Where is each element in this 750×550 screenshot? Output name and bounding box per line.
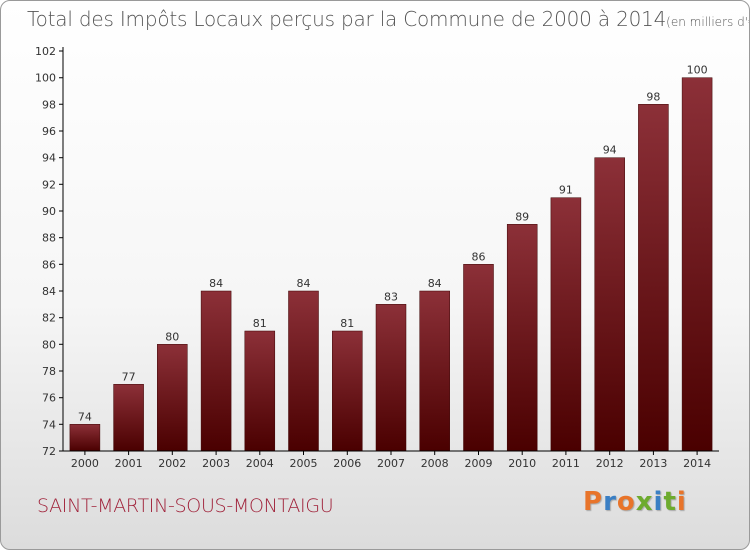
data-label-2014: 100: [687, 64, 708, 77]
data-label-2008: 84: [428, 277, 442, 290]
bar-2008: [419, 290, 450, 452]
y-tick-label-88: 88: [42, 232, 56, 245]
data-label-2003: 84: [209, 277, 223, 290]
y-tick-label-96: 96: [42, 125, 56, 138]
x-tick-label-2006: 2006: [333, 457, 361, 470]
y-tick-label-84: 84: [42, 285, 56, 298]
bar-2013: [638, 104, 669, 452]
data-label-2010: 89: [515, 210, 529, 223]
x-tick-label-2003: 2003: [202, 457, 230, 470]
y-tick-label-76: 76: [42, 392, 56, 405]
y-tick-label-86: 86: [42, 258, 56, 271]
proxiti-logo: Proxiti: [583, 487, 687, 517]
bar-2007: [375, 304, 407, 452]
y-tick-label-72: 72: [42, 445, 56, 458]
x-tick-label-2012: 2012: [596, 457, 624, 470]
y-tick-label-90: 90: [42, 205, 56, 218]
logo-letter: i: [653, 487, 664, 517]
x-tick-label-2005: 2005: [290, 457, 318, 470]
x-tick-label-2000: 2000: [71, 457, 99, 470]
x-tick-label-2011: 2011: [552, 457, 580, 470]
bar-2003: [200, 290, 232, 452]
chart-title: Total des Impôts Locaux perçus par la Co…: [27, 7, 749, 31]
data-label-2013: 98: [646, 90, 660, 103]
data-label-2004: 81: [253, 317, 267, 330]
y-tick-label-74: 74: [42, 418, 56, 431]
x-tick-label-2014: 2014: [683, 457, 711, 470]
bar-2010: [506, 224, 538, 452]
bar-2011: [550, 197, 582, 452]
data-label-2002: 80: [165, 330, 179, 343]
x-tick-label-2010: 2010: [508, 457, 536, 470]
x-tick-label-2013: 2013: [639, 457, 667, 470]
chart-title-text: Total des Impôts Locaux perçus par la Co…: [27, 7, 667, 31]
x-tick-label-2002: 2002: [158, 457, 186, 470]
data-label-2001: 77: [122, 370, 136, 383]
data-label-2007: 83: [384, 290, 398, 303]
y-tick-label-100: 100: [35, 72, 56, 85]
x-tick-label-2007: 2007: [377, 457, 405, 470]
logo-letter: i: [676, 487, 687, 517]
bar-2012: [594, 157, 625, 452]
x-tick-label-2008: 2008: [421, 457, 449, 470]
data-label-2006: 81: [340, 317, 354, 330]
y-tick-label-92: 92: [42, 178, 56, 191]
logo-letter: r: [603, 487, 617, 517]
bar-2009: [463, 264, 494, 452]
bar-2014: [681, 77, 713, 452]
logo-letter: P: [583, 487, 604, 517]
y-tick-label-82: 82: [42, 312, 56, 325]
y-tick-label-102: 102: [35, 45, 56, 58]
x-tick-label-2004: 2004: [246, 457, 274, 470]
bar-2002: [157, 344, 188, 452]
data-label-2000: 74: [78, 410, 92, 423]
bar-2006: [332, 330, 363, 452]
bar-2000: [69, 424, 101, 452]
chart-unit: (en milliers d'€): [666, 15, 749, 29]
data-label-2012: 94: [603, 144, 617, 157]
x-tick-label-2009: 2009: [465, 457, 493, 470]
data-label-2011: 91: [559, 184, 573, 197]
y-tick-label-94: 94: [42, 152, 56, 165]
y-tick-label-98: 98: [42, 98, 56, 111]
logo-letter: t: [663, 487, 677, 517]
y-tick-label-80: 80: [42, 338, 56, 351]
bar-2001: [113, 384, 144, 452]
commune-name: SAINT-MARTIN-SOUS-MONTAIGU: [37, 495, 334, 517]
logo-letter: o: [616, 487, 636, 517]
data-label-2009: 86: [472, 250, 486, 263]
bar-2005: [288, 290, 319, 452]
data-label-2005: 84: [297, 277, 311, 290]
y-tick-label-78: 78: [42, 365, 56, 378]
logo-letter: x: [635, 487, 654, 517]
bar-2004: [244, 330, 276, 452]
x-tick-label-2001: 2001: [115, 457, 143, 470]
